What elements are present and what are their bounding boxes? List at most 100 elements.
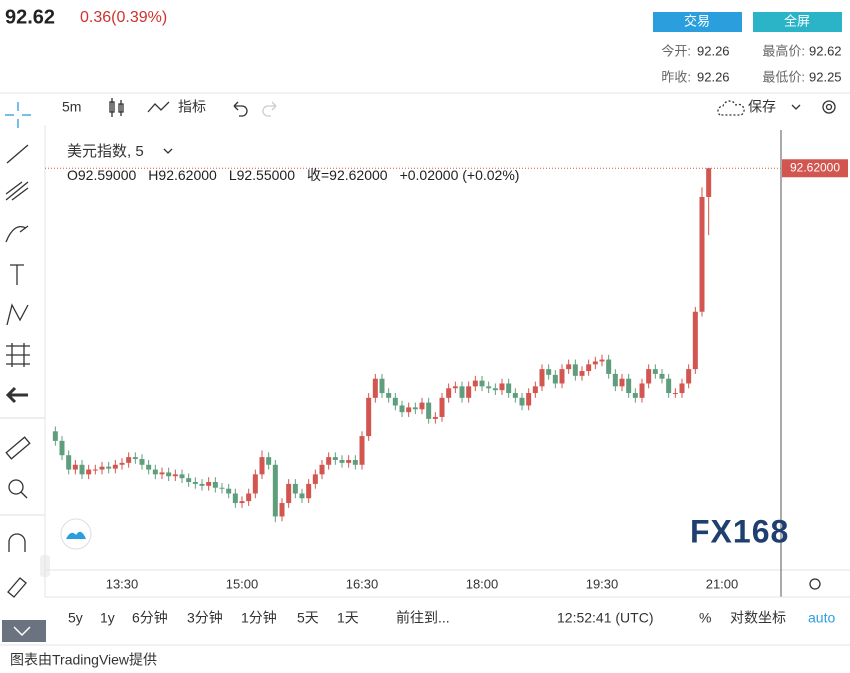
candle-body (339, 460, 345, 463)
fullscreen-button[interactable] (753, 12, 842, 32)
candle-body (539, 369, 545, 387)
pattern-tool[interactable] (6, 303, 29, 326)
range[interactable]: 5天 (297, 610, 319, 626)
candle-body (706, 168, 712, 197)
tv-logo[interactable] (60, 518, 92, 550)
fullscreen-label[interactable]: 全屏 (784, 13, 810, 28)
save[interactable]: 保存 (748, 99, 776, 115)
legend-low: L92.55000 (229, 167, 295, 183)
indicators[interactable]: 指标 (178, 99, 206, 115)
lock-tool[interactable] (7, 577, 27, 598)
candle-body (72, 464, 78, 470)
redo-icon[interactable] (262, 101, 277, 117)
candle-body (519, 397, 525, 406)
candle-body (466, 386, 472, 398)
zoom-tool[interactable] (8, 479, 24, 495)
candle-body (439, 397, 445, 417)
candle-body (86, 469, 92, 475)
change: 0.36(0.39%) (80, 9, 167, 26)
candle-type-icon[interactable] (109, 98, 124, 117)
candle-body (292, 483, 298, 494)
candle-body (479, 380, 485, 387)
stat-label: 昨收: (661, 69, 691, 84)
settings-icon-center (825, 103, 833, 111)
trade-button[interactable] (653, 12, 742, 32)
candle-body (219, 487, 225, 489)
x-tick-label: 18:00 (466, 576, 499, 591)
candle-body (426, 402, 432, 419)
auto-toggle[interactable]: auto (808, 610, 835, 626)
candle-body (492, 388, 498, 391)
legend-menu[interactable] (163, 148, 173, 154)
crosshair-icon[interactable] (5, 102, 31, 128)
undo-icon[interactable] (233, 101, 248, 117)
legend-close: 收=92.62000 (307, 167, 388, 183)
candle-body (432, 416, 438, 419)
candle-body (346, 460, 352, 463)
candle-body (212, 482, 218, 488)
candle-body (352, 460, 358, 465)
legend-symbol[interactable]: 美元指数, 5 (67, 143, 144, 160)
log-toggle[interactable]: 对数坐标 (730, 610, 786, 626)
stat-label: 今开: (661, 43, 691, 58)
candle-body (192, 482, 198, 484)
candle-body (312, 474, 318, 484)
candle-body (566, 364, 572, 370)
price: 92.62 (5, 6, 55, 28)
legend-open: O92.59000 (67, 167, 136, 183)
candle-body (692, 311, 698, 370)
percent-toggle[interactable]: % (699, 610, 711, 626)
line-tool[interactable] (6, 144, 29, 164)
candle-body (386, 393, 392, 398)
fib-tool[interactable] (5, 181, 29, 201)
watermark: FX168 (690, 513, 789, 549)
interval[interactable]: 5m (62, 99, 81, 115)
range[interactable]: 1y (100, 610, 115, 626)
collapse-icon (13, 626, 31, 637)
candle-body (152, 469, 158, 475)
last-price-label: 92.62000 (790, 160, 840, 174)
candle-body (259, 457, 265, 475)
indicator-icon[interactable] (147, 101, 170, 113)
plot: 13:30 15:00 16:30 18:00 19:30 21:00 92.62000 (45, 159, 848, 591)
candle-body (472, 380, 478, 387)
candle-body (279, 503, 285, 517)
goto[interactable]: 前往到... (396, 610, 450, 626)
range[interactable]: 5y (68, 610, 83, 626)
trade-label[interactable]: 交易 (684, 13, 710, 28)
forecast-tool[interactable] (6, 343, 30, 367)
axis-settings[interactable] (809, 578, 821, 590)
settings-icon[interactable] (822, 100, 836, 114)
brush-tool[interactable] (5, 225, 29, 243)
candle-body (406, 407, 412, 413)
x-tick-label: 19:30 (586, 576, 619, 591)
candle-body (586, 364, 592, 372)
candle-body (639, 383, 645, 398)
range[interactable]: 1分钟 (241, 610, 277, 626)
candle-body (359, 436, 365, 465)
candle-body (139, 459, 145, 465)
range[interactable]: 3分钟 (187, 610, 223, 626)
candle-body (612, 373, 618, 387)
candle-body (159, 472, 165, 475)
range[interactable]: 6分钟 (132, 610, 168, 626)
back-tool[interactable] (5, 386, 28, 404)
candle-body (332, 457, 338, 460)
candle-body (672, 393, 678, 395)
magnet-tool[interactable] (8, 533, 26, 552)
last-price-tag (782, 159, 848, 178)
candle-body (179, 474, 185, 479)
text-tool[interactable] (10, 264, 24, 285)
ruler-tool[interactable] (5, 436, 31, 460)
range[interactable]: 1天 (337, 610, 359, 626)
candle-body (499, 383, 505, 391)
candle-body (592, 361, 598, 365)
stat-label: 最高价: (762, 43, 805, 58)
candle-body (206, 482, 212, 486)
collapse-button[interactable] (2, 620, 46, 642)
left-toolbar (0, 144, 45, 598)
candle-body (239, 501, 245, 504)
save-menu[interactable] (791, 104, 801, 110)
candle-body (52, 431, 58, 441)
candle-body (679, 383, 685, 394)
